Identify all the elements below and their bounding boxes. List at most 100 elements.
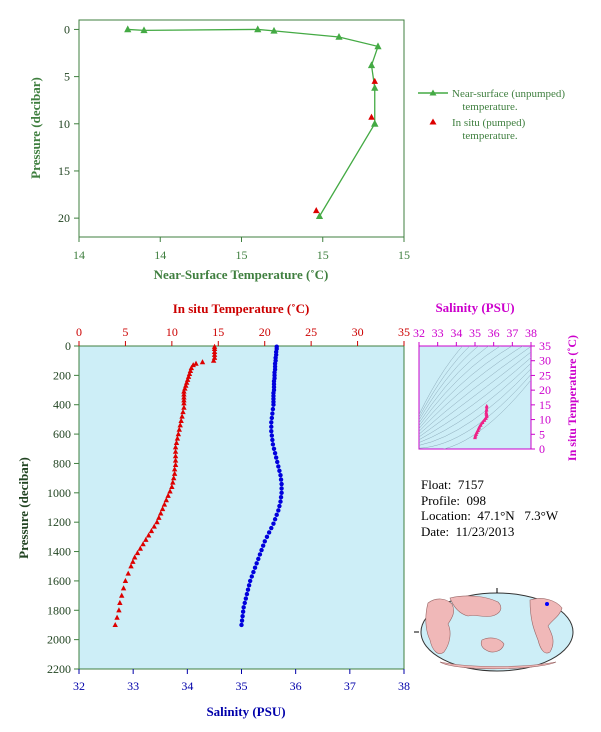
in-situ-point: [313, 206, 320, 214]
near-surface-xtick-label: 15: [236, 248, 248, 262]
near-surface-plot-frame: [78, 19, 405, 238]
profile-chart: 0200400600800100012001400160018002000220…: [16, 301, 410, 719]
salinity-point: [273, 455, 279, 460]
profile-ytick-label: 1400: [47, 545, 71, 559]
profile-sal-tick-label: 35: [236, 679, 248, 693]
ts-ytick-label: 20: [539, 383, 551, 397]
ts-xtick-label: 38: [525, 326, 537, 340]
profile-temp-tick-label: 0: [76, 325, 82, 339]
temperature-point: [181, 388, 187, 394]
map-land-australia: [480, 637, 505, 653]
near-surface-point: [140, 26, 148, 34]
temperature-point: [173, 439, 180, 445]
near-surface-ticks: 0 5 10 15 20 14 14 15 15 15: [58, 22, 410, 262]
salinity-point: [262, 539, 267, 544]
temperature-point: [156, 514, 162, 520]
salinity-point: [247, 578, 253, 584]
salinity-point: [270, 406, 276, 412]
profile-bottom-xlabel: Salinity (PSU): [206, 704, 285, 719]
salinity-point: [279, 481, 284, 487]
temperature-point: [117, 599, 123, 606]
map-land-antarctica: [439, 661, 557, 670]
profile-sal-tick-label: 37: [344, 679, 356, 693]
density-contour: [442, 379, 531, 449]
salinity-point: [276, 508, 281, 513]
temperature-point: [148, 527, 155, 534]
ts-ytick-label: 0: [539, 442, 545, 456]
temperature-point: [171, 470, 178, 476]
salinity-point: [270, 437, 275, 443]
ts-ytick-label: 35: [539, 339, 551, 353]
salinity-point: [274, 512, 279, 518]
ts-ytick-label: 25: [539, 368, 551, 382]
temperature-point: [178, 417, 184, 423]
temperature-point: [172, 448, 179, 454]
salinity-point: [269, 424, 274, 429]
near-surface-ytick-label: 5: [64, 70, 70, 84]
profile-temp-tick-label: 25: [305, 325, 317, 339]
salinity-point: [254, 561, 259, 566]
temperature-point: [172, 444, 179, 450]
ts-point: [478, 422, 483, 427]
profile-ytick-label: 600: [53, 427, 71, 441]
salinity-point: [259, 547, 264, 553]
profile-ytick-label: 200: [53, 368, 71, 382]
near-surface-point: [315, 212, 324, 220]
salinity-point: [269, 415, 275, 421]
density-contour: [419, 346, 531, 435]
temperature-point: [181, 397, 187, 403]
density-contour: [419, 368, 531, 446]
temperature-point: [179, 413, 185, 419]
map-land-europe-africa: [425, 598, 454, 654]
temperature-point: [167, 488, 173, 494]
legend-marker-in-situ: [429, 118, 437, 125]
temperature-point: [165, 492, 171, 498]
profile-ytick-label: 1600: [47, 574, 71, 588]
density-contour: [419, 346, 513, 429]
salinity-point: [249, 574, 254, 579]
near-surface-point: [367, 61, 376, 69]
near-surface-point: [371, 119, 379, 127]
temperature-point: [169, 483, 175, 490]
salinity-point: [271, 446, 277, 451]
salinity-point: [270, 442, 276, 447]
profile-sal-tick-label: 33: [127, 679, 139, 693]
ts-ytick-label: 10: [539, 413, 551, 427]
temperature-point: [174, 435, 181, 441]
temperature-point: [128, 563, 134, 569]
profile-temp-tick-label: 15: [212, 325, 224, 339]
ts-point: [480, 420, 485, 425]
profile-ylabel: Pressure (decibar): [16, 457, 31, 559]
temperature-point: [171, 475, 177, 481]
salinity-point: [266, 530, 272, 535]
salinity-point: [272, 517, 278, 522]
profile-ytick-label: 1200: [47, 515, 71, 529]
salinity-point: [269, 428, 274, 434]
salinity-point: [252, 565, 258, 570]
density-contour: [419, 346, 501, 426]
density-contour: [419, 346, 479, 421]
density-contour: [419, 346, 471, 418]
ts-point: [484, 403, 489, 408]
density-contour: [419, 374, 531, 449]
temperature-point: [211, 345, 218, 352]
profile-sal-tick-label: 36: [290, 679, 302, 693]
salinity-point: [260, 543, 266, 548]
salinity-point: [251, 569, 256, 575]
ts-series: [473, 403, 489, 440]
profile-ytick-label: 1000: [47, 486, 71, 500]
salinity-point: [239, 622, 244, 628]
temperature-point: [122, 577, 129, 584]
near-surface-xtick-label: 14: [154, 248, 166, 262]
temperature-point: [158, 510, 164, 516]
profile-sal-tick-label: 38: [398, 679, 410, 693]
salinity-point: [278, 495, 284, 500]
ts-point: [476, 428, 480, 432]
near-surface-point: [254, 25, 262, 33]
map-land-americas: [529, 598, 563, 654]
ts-ylabel: In situ Temperature (˚C): [565, 335, 579, 461]
ts-point: [477, 425, 482, 430]
temperature-point: [137, 545, 143, 551]
